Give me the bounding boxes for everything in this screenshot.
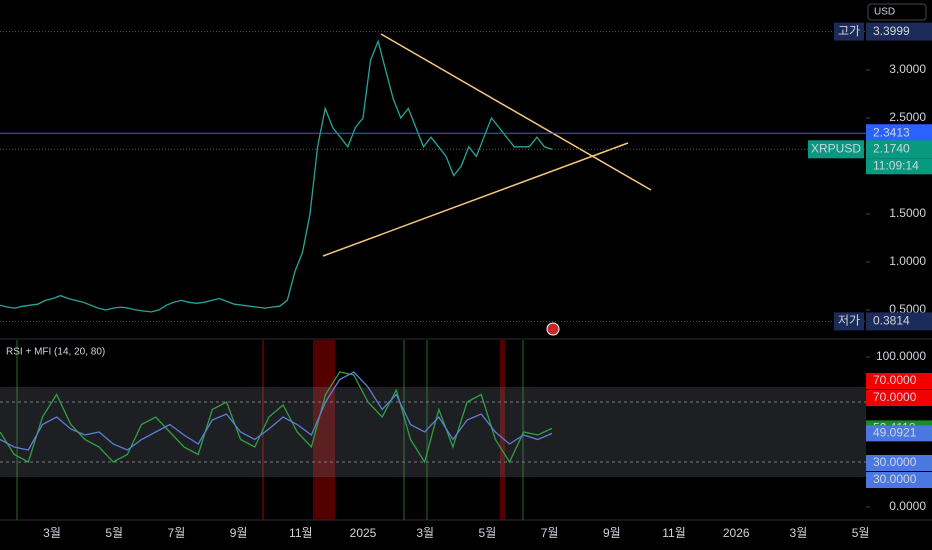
- x-tick-label: 7월: [168, 526, 186, 540]
- y-tick-label: 2.5000: [889, 110, 926, 124]
- last-value: 2.1740: [873, 141, 910, 155]
- event-icon[interactable]: [546, 322, 560, 336]
- y-tick-label: 100.0000: [876, 349, 926, 363]
- indicator-label-box: [866, 373, 932, 389]
- x-tick-label: 9월: [230, 526, 248, 540]
- x-tick-label: 5월: [479, 526, 497, 540]
- indicator-label: 30.0000: [873, 472, 917, 486]
- x-tick-label: 11월: [289, 526, 313, 540]
- low-value: 0.3814: [873, 314, 910, 328]
- countdown-box: [866, 158, 932, 175]
- last-name: XRPUSD: [811, 141, 861, 155]
- trendline-upper[interactable]: [380, 33, 652, 191]
- x-tick-label: 3월: [416, 526, 434, 540]
- y-tick-label: 1.0000: [889, 254, 926, 268]
- alert-box: [866, 124, 932, 143]
- x-tick-label: 11월: [662, 526, 686, 540]
- low-name-box: [834, 312, 864, 331]
- x-tick-label: 5월: [852, 526, 870, 540]
- high-name: 고가: [838, 24, 860, 38]
- last-box: [866, 140, 932, 159]
- trendline-lower[interactable]: [322, 142, 629, 257]
- overbought-zone: [500, 340, 505, 520]
- mfi-line: [0, 371, 553, 464]
- overbought-zone: [313, 340, 335, 520]
- y-tick-label: 3.0000: [889, 62, 926, 76]
- low-box: [866, 312, 932, 331]
- x-tick-label: 2026: [723, 526, 750, 540]
- indicator-label-box: [866, 472, 932, 488]
- oversold-zone: [522, 340, 524, 520]
- indicator-label: 70.0000: [873, 373, 917, 387]
- indicator-label-box: [866, 390, 932, 406]
- x-tick-label: 3월: [790, 526, 808, 540]
- indicator-label-box: [866, 455, 932, 471]
- alert-value: 2.3413: [873, 125, 910, 139]
- x-tick-label: 9월: [603, 526, 621, 540]
- x-tick-label: 2025: [350, 526, 377, 540]
- indicator-label-box: [866, 425, 932, 442]
- countdown: 11:09:14: [873, 158, 919, 172]
- high-name-box: [834, 22, 864, 41]
- oversold-zone: [16, 340, 18, 520]
- indicator-title: RSI + MFI (14, 20, 80): [6, 347, 105, 358]
- low-name: 저가: [838, 314, 860, 328]
- y-tick-label: 0.0000: [889, 499, 926, 513]
- last-name-box: [808, 140, 864, 159]
- indicator-label: 49.0921: [873, 426, 917, 440]
- x-tick-label: 5월: [105, 526, 123, 540]
- y-tick-label: 1.5000: [889, 206, 926, 220]
- rsi-line: [0, 371, 553, 451]
- indicator-label: 30.0000: [873, 455, 917, 469]
- indicator-label: 70.0000: [873, 390, 917, 404]
- high-box: [866, 22, 932, 41]
- x-tick-label: 7월: [541, 526, 559, 540]
- x-tick-label: 3월: [43, 526, 61, 540]
- currency: USD: [874, 7, 895, 18]
- price-line: [0, 39, 553, 313]
- currency-box[interactable]: [867, 3, 927, 21]
- high-value: 3.3999: [873, 24, 910, 38]
- oversold-zone: [403, 340, 405, 520]
